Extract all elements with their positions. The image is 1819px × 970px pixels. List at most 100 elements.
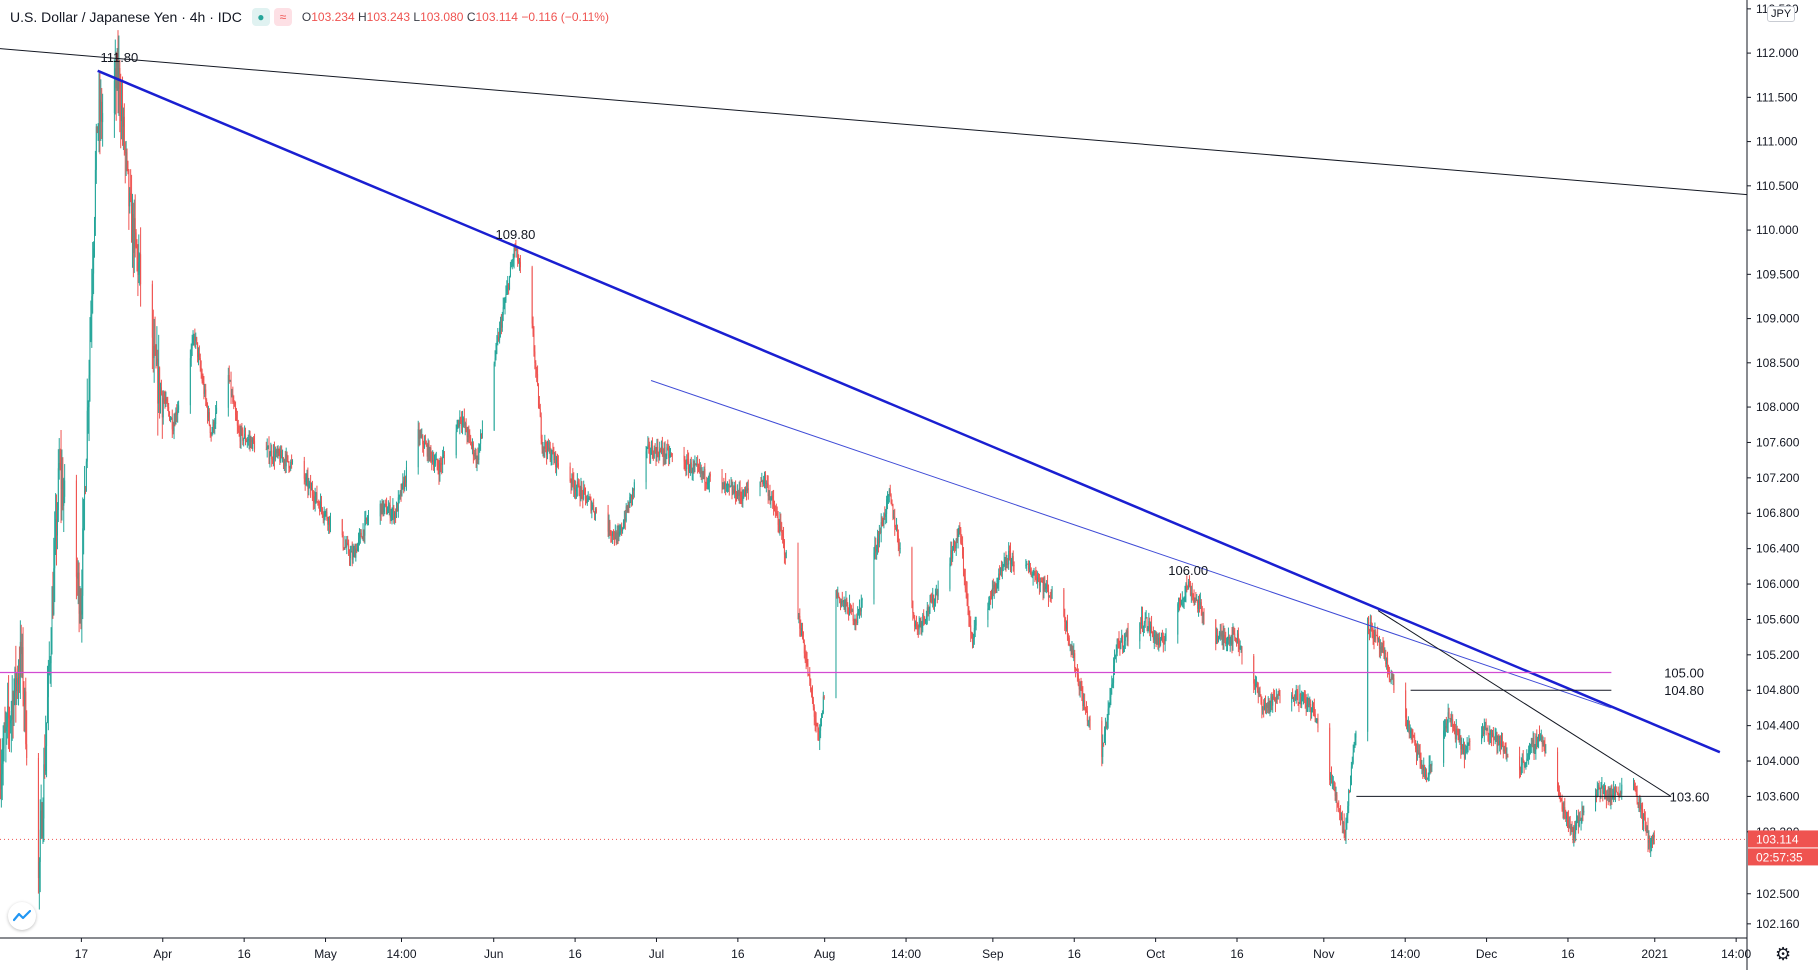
- candle: [1139, 622, 1141, 649]
- candle-body: [1217, 634, 1219, 643]
- symbol-title[interactable]: U.S. Dollar / Japanese Yen · 4h · IDC: [10, 9, 242, 25]
- candle: [355, 543, 357, 562]
- candle-body: [1051, 589, 1053, 599]
- candle-body: [1298, 702, 1300, 704]
- candle-body: [1581, 807, 1583, 820]
- candle-body: [735, 485, 737, 499]
- candle-body: [733, 489, 735, 493]
- candle-body: [1116, 639, 1118, 653]
- eye-icon[interactable]: ●: [251, 8, 270, 26]
- candle-body: [1126, 630, 1128, 637]
- time-axis[interactable]: 17 Apr 16 May 14:00 Jun 16 Jul 16 Aug 14:00 Sep 16 Oc…: [0, 937, 1751, 961]
- candle: [1534, 743, 1536, 755]
- drawing-lines[interactable]: [0, 48, 1748, 840]
- candle-body: [1367, 617, 1369, 732]
- candle: [1599, 787, 1601, 803]
- candle-body: [1001, 567, 1003, 571]
- candle: [1046, 580, 1048, 594]
- candle: [38, 857, 40, 910]
- candle-body: [1270, 696, 1272, 704]
- candle: [761, 472, 763, 483]
- candle-body: [821, 713, 823, 725]
- candle-body: [913, 613, 915, 618]
- candle-body: [268, 445, 270, 460]
- candle-body: [694, 464, 696, 467]
- candle: [396, 501, 398, 519]
- candle-body: [1262, 706, 1264, 710]
- candle: [732, 481, 734, 496]
- candle: [613, 529, 615, 540]
- candle: [1051, 586, 1053, 600]
- candle: [1560, 797, 1562, 802]
- candle-body: [738, 488, 740, 497]
- candle-body: [785, 551, 787, 559]
- candle: [504, 296, 506, 315]
- candle-body: [457, 420, 459, 425]
- candle: [119, 59, 121, 133]
- candle: [1314, 709, 1316, 723]
- candle-body: [1568, 825, 1570, 828]
- candle: [1081, 680, 1083, 702]
- candle: [1650, 837, 1652, 857]
- candle-body: [216, 407, 218, 413]
- candle: [919, 618, 921, 628]
- candle: [1309, 696, 1311, 713]
- candle-body: [398, 495, 400, 498]
- candle-body: [1302, 694, 1304, 697]
- candle: [586, 494, 588, 506]
- candle: [624, 509, 626, 530]
- candle-body: [499, 327, 501, 340]
- candle-body: [1389, 679, 1391, 681]
- candle: [1308, 697, 1310, 708]
- candle-body: [172, 429, 174, 432]
- candle: [897, 529, 899, 552]
- candle-body: [1103, 742, 1105, 744]
- candle-body: [987, 608, 989, 620]
- candle: [423, 440, 425, 457]
- candle: [1297, 685, 1299, 706]
- candle-body: [1241, 646, 1243, 657]
- candle-body: [122, 106, 124, 127]
- candle-body: [1563, 807, 1565, 813]
- candle-body: [917, 625, 919, 630]
- candle-body: [877, 539, 879, 549]
- candle-body: [1304, 699, 1306, 701]
- candle-body: [1572, 828, 1574, 838]
- candle-body: [292, 460, 294, 463]
- candle-body: [655, 450, 657, 458]
- candle-body: [934, 600, 936, 606]
- candle: [1426, 777, 1428, 780]
- candle: [802, 622, 804, 640]
- candle-body: [328, 516, 330, 525]
- candle-body: [540, 416, 542, 439]
- candle: [610, 529, 612, 543]
- candle: [1570, 823, 1572, 835]
- candle-body: [965, 588, 967, 591]
- candle: [1633, 778, 1635, 791]
- candle: [701, 467, 703, 483]
- candle-body: [1186, 584, 1188, 588]
- candle: [1567, 810, 1569, 833]
- candle: [1218, 630, 1220, 640]
- candle-body: [1371, 623, 1373, 637]
- tradingview-logo-icon[interactable]: [8, 902, 36, 930]
- wave-icon[interactable]: ≈: [273, 8, 292, 26]
- gear-icon[interactable]: ⚙: [1775, 944, 1792, 964]
- candle: [1104, 726, 1106, 743]
- candle-body: [1491, 733, 1493, 737]
- ohlc-values: O103.234 H103.243 L103.080 C103.114 −0.1…: [301, 10, 609, 24]
- candle-body: [745, 488, 747, 497]
- candle-body: [764, 474, 766, 481]
- candle: [1522, 750, 1524, 763]
- price-axis[interactable]: 112.500112.000111.500111.000110.500110.0…: [1746, 0, 1800, 970]
- candle-body: [1276, 696, 1278, 700]
- currency-button[interactable]: JPY: [1767, 6, 1796, 22]
- candle-body: [17, 678, 19, 685]
- candle: [779, 511, 781, 536]
- candle-body: [1146, 617, 1148, 630]
- candle-body: [880, 522, 882, 533]
- candle-body: [1637, 802, 1639, 804]
- candle: [1379, 639, 1381, 659]
- candle: [933, 594, 935, 610]
